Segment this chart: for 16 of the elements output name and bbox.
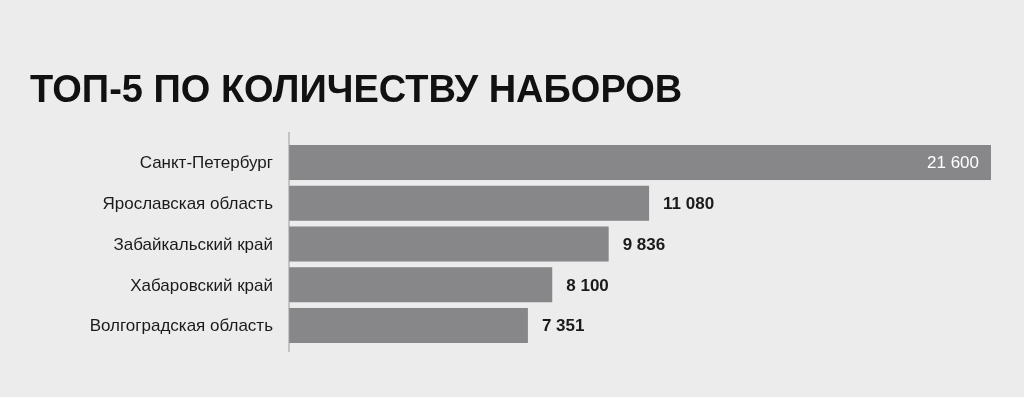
y-tick-label: Хабаровский край xyxy=(130,275,273,295)
chart-title: ТОП-5 ПО КОЛИЧЕСТВУ НАБОРОВ xyxy=(30,68,683,110)
data-label: 11 080 xyxy=(663,194,715,214)
data-label: 8 100 xyxy=(566,275,609,295)
y-tick-label: Забайкальский край xyxy=(113,234,273,254)
y-tick-label: Ярославская область xyxy=(102,194,274,214)
data-label: 9 836 xyxy=(622,234,666,254)
y-tick-label: Волгоградская область xyxy=(89,316,274,336)
bar xyxy=(289,307,528,343)
y-tick-label: Санкт-Петербург xyxy=(139,153,273,173)
bar xyxy=(289,267,553,303)
bar xyxy=(289,145,991,181)
data-label: 7 351 xyxy=(541,316,585,336)
bar xyxy=(289,226,609,262)
bar xyxy=(289,185,650,221)
data-label: 21 600 xyxy=(927,153,979,173)
